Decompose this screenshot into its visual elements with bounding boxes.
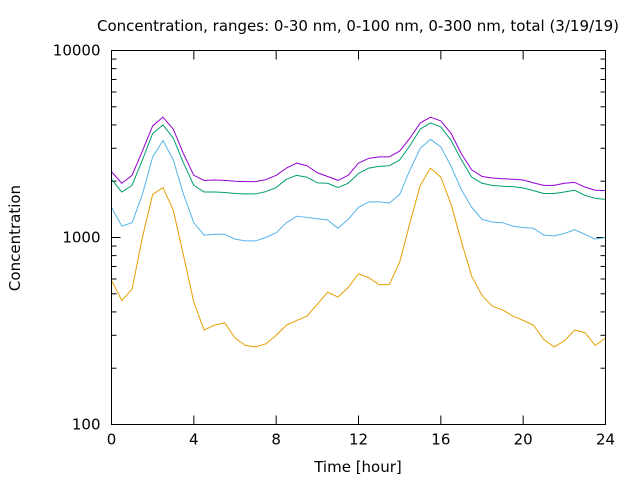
x-tick-label: 0 bbox=[107, 431, 117, 449]
x-axis-label: Time [hour] bbox=[313, 458, 402, 476]
series-line-2 bbox=[111, 138, 606, 242]
chart-title: Concentration, ranges: 0-30 nm, 0-100 nm… bbox=[97, 17, 619, 35]
x-tick-label: 4 bbox=[189, 431, 199, 449]
axis-ticks: 0 4 8 12 16 20 24 100 1000 10000 bbox=[53, 42, 615, 449]
y-tick-label: 10000 bbox=[53, 42, 101, 60]
series-line-4 bbox=[111, 116, 606, 192]
x-tick-label: 20 bbox=[514, 431, 533, 449]
series-line-3 bbox=[111, 122, 606, 200]
y-tick-label: 1000 bbox=[62, 229, 100, 247]
plot-frame bbox=[111, 50, 606, 425]
x-tick-label: 16 bbox=[431, 431, 450, 449]
series-group bbox=[111, 116, 606, 348]
x-tick-label: 12 bbox=[349, 431, 368, 449]
series-line-1 bbox=[111, 167, 606, 348]
y-tick-label: 100 bbox=[72, 416, 101, 434]
y-axis-label: Concentration bbox=[6, 185, 24, 291]
x-tick-label: 24 bbox=[596, 431, 615, 449]
x-tick-label: 8 bbox=[271, 431, 281, 449]
